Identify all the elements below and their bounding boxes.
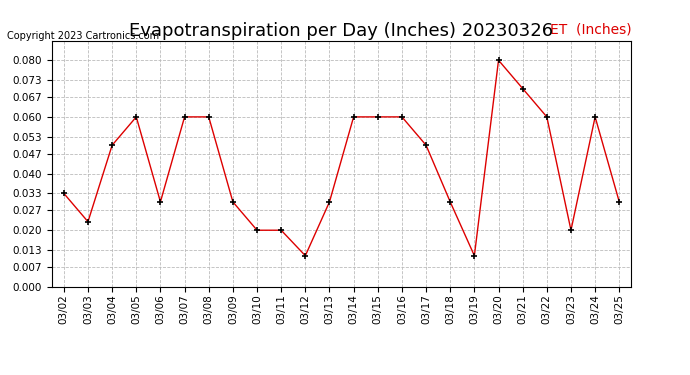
Text: Copyright 2023 Cartronics.com: Copyright 2023 Cartronics.com — [7, 32, 159, 41]
Text: ET  (Inches): ET (Inches) — [550, 22, 631, 36]
Title: Evapotranspiration per Day (Inches) 20230326: Evapotranspiration per Day (Inches) 2023… — [130, 22, 553, 40]
